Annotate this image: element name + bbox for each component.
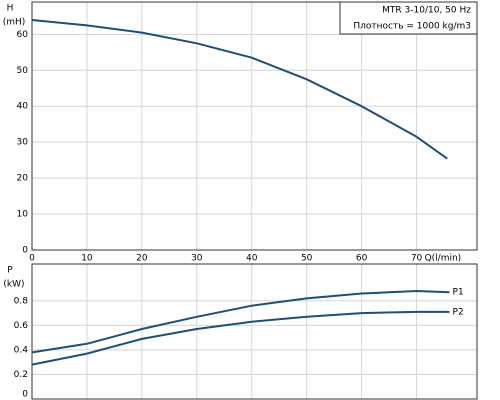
annotation: Плотность = 1000 kg/m3 <box>353 22 471 32</box>
annotation: MTR 3-10/10, 50 Hz <box>382 6 471 16</box>
y-tick-label: 50 <box>17 66 29 76</box>
plot-frame <box>31 1 478 251</box>
series-line <box>31 290 450 354</box>
series-label: P2 <box>453 307 464 317</box>
y-axis-label: H <box>7 4 14 14</box>
x-tick-label: 30 <box>191 254 203 264</box>
x-tick-label: 20 <box>136 254 148 264</box>
x-tick-label: 60 <box>356 254 368 264</box>
y-tick-label: 0 <box>22 390 28 400</box>
y-tick-label: 0.8 <box>14 296 29 306</box>
x-axis-label: Q(l/min) <box>425 254 462 264</box>
y-axis-unit: (mH) <box>3 18 26 28</box>
y-tick-label: 20 <box>17 174 29 184</box>
y-tick-label: 10 <box>17 210 29 220</box>
x-tick-label: 50 <box>301 254 313 264</box>
x-tick-label: 10 <box>81 254 93 264</box>
x-tick-label: 70 <box>411 254 423 264</box>
y-tick-label: 0.4 <box>14 345 29 355</box>
plot-frame <box>31 263 478 400</box>
y-tick-label: 30 <box>17 138 29 148</box>
x-tick-label: 40 <box>246 254 258 264</box>
y-axis-label: P <box>7 266 13 276</box>
series-label: P1 <box>453 288 464 298</box>
y-tick-label: 40 <box>17 102 29 112</box>
legend-box <box>339 1 478 35</box>
y-tick-label: 0.2 <box>14 370 28 380</box>
y-tick-label: 0 <box>22 246 28 256</box>
series-line <box>31 19 448 160</box>
y-axis-unit: (kW) <box>3 280 24 290</box>
series-line <box>31 310 450 366</box>
x-tick-label: 0 <box>29 254 35 264</box>
y-tick-label: 0.6 <box>14 321 29 331</box>
y-tick-label: 60 <box>17 30 29 40</box>
